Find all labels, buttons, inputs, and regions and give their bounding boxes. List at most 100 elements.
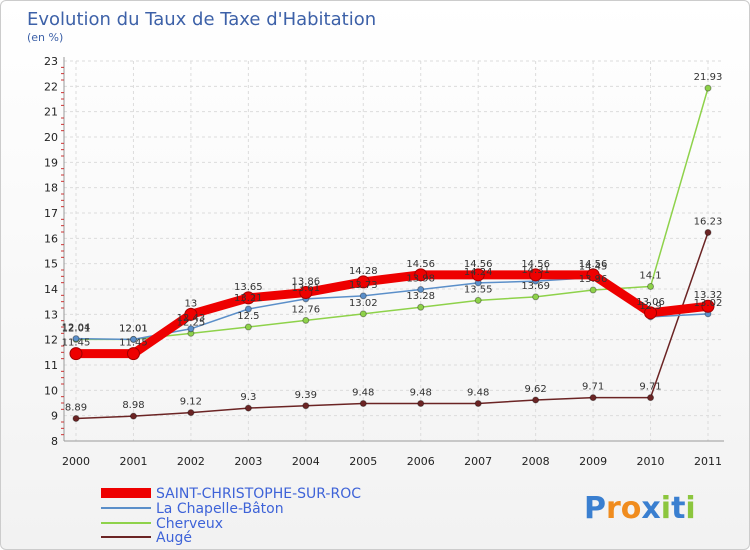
legend: SAINT-CHRISTOPHE-SUR-ROC La Chapelle-Bât… — [101, 486, 361, 546]
y-tick-label: 14 — [44, 283, 58, 296]
data-point — [701, 299, 715, 313]
x-tick-label: 2001 — [119, 455, 147, 468]
y-tick-label: 21 — [44, 106, 58, 119]
data-label: 14.56 — [579, 259, 608, 270]
x-tick-label: 2003 — [234, 455, 262, 468]
data-label: 9.62 — [525, 384, 547, 395]
data-label: 13.96 — [579, 274, 608, 285]
data-point — [417, 286, 425, 294]
data-point — [302, 402, 310, 410]
data-point — [589, 394, 597, 402]
grid — [64, 60, 724, 442]
data-label: 13.28 — [406, 291, 435, 302]
data-point — [302, 316, 310, 324]
data-label: 14.28 — [349, 266, 378, 277]
data-point — [532, 396, 540, 404]
logo-letter: o — [621, 491, 642, 526]
data-label: 13.73 — [349, 280, 378, 291]
x-tick-label: 2006 — [407, 455, 435, 468]
series-line-3 — [75, 231, 709, 420]
y-tick-label: 17 — [44, 207, 58, 220]
data-point — [417, 400, 425, 408]
data-label: 12.01 — [62, 323, 91, 334]
data-label: 12.04 — [62, 323, 91, 334]
data-label: 13.98 — [406, 274, 435, 285]
data-label: 14.24 — [464, 267, 493, 278]
data-point — [129, 335, 137, 343]
data-label: 16.23 — [694, 217, 723, 228]
logo-letter: t — [671, 491, 685, 526]
data-point — [69, 347, 83, 361]
data-point — [129, 412, 137, 420]
data-label: 13.55 — [464, 284, 493, 295]
data-point — [532, 293, 540, 301]
data-label: 13.02 — [694, 298, 723, 309]
data-label: 12.76 — [291, 304, 320, 315]
y-tick-label: 9 — [51, 410, 58, 423]
y-tick-label: 12 — [44, 334, 58, 347]
y-tick-label: 19 — [44, 156, 58, 169]
data-point — [72, 414, 80, 422]
x-tick-label: 2011 — [694, 455, 722, 468]
data-point — [647, 282, 655, 290]
data-label: 14.56 — [521, 259, 550, 270]
data-point — [244, 323, 252, 331]
data-label: 8.89 — [65, 402, 87, 413]
data-label: 11.45 — [119, 338, 148, 349]
series-lines — [69, 84, 715, 422]
y-axis-ticks: 8 9 10 11 12 13 14 15 16 17 18 19 20 21 22 23 — [44, 55, 64, 448]
data-point — [187, 325, 195, 333]
axes — [63, 57, 724, 442]
chart-title: Evolution du Taux de Taxe d'Habitation — [27, 9, 376, 30]
data-label: 14.56 — [406, 259, 435, 270]
data-label: 13.02 — [349, 298, 378, 309]
y-tick-label: 15 — [44, 258, 58, 271]
data-point — [704, 229, 712, 237]
data-point — [359, 292, 367, 300]
legend-swatch-saint-christophe — [101, 488, 151, 498]
data-point — [299, 286, 313, 300]
data-point — [414, 268, 428, 282]
data-point — [474, 400, 482, 408]
data-point — [356, 275, 370, 289]
legend-item-saint-christophe: SAINT-CHRISTOPHE-SUR-ROC — [156, 486, 361, 502]
legend-item-cherveux: Cherveux — [156, 516, 223, 532]
data-label: 21.93 — [694, 72, 723, 83]
series-line-2 — [75, 87, 709, 341]
data-label: 13.69 — [521, 281, 550, 292]
data-point — [704, 84, 712, 92]
data-label: 9.39 — [295, 390, 317, 401]
data-point — [244, 404, 252, 412]
y-tick-label: 10 — [44, 384, 58, 397]
data-label: 14.31 — [521, 265, 550, 276]
data-label: 12.25 — [177, 317, 206, 328]
data-label: 9.12 — [180, 397, 202, 408]
x-tick-label: 2005 — [349, 455, 377, 468]
data-label: 9.71 — [639, 382, 661, 393]
logo-letter: r — [606, 491, 621, 526]
x-tick-label: 2000 — [62, 455, 90, 468]
y-tick-label: 20 — [44, 131, 58, 144]
legend-swatch-la-chapelle-baton — [101, 507, 151, 509]
data-label: 13.06 — [636, 297, 665, 308]
data-label: 13 — [185, 298, 198, 309]
x-tick-label: 2007 — [464, 455, 492, 468]
data-point — [644, 306, 658, 320]
data-label: 9.48 — [467, 388, 489, 399]
x-tick-label: 2008 — [522, 455, 550, 468]
data-point — [187, 409, 195, 417]
data-point — [126, 347, 140, 361]
chart-subtitle: (en %) — [27, 31, 63, 44]
data-label: 14.1 — [639, 270, 661, 281]
data-label: 12.01 — [119, 323, 148, 334]
y-tick-label: 11 — [44, 359, 58, 372]
data-label: 14.56 — [464, 259, 493, 270]
data-label: 12.43 — [177, 313, 206, 324]
data-point — [359, 400, 367, 408]
y-tick-label: 13 — [44, 308, 58, 321]
data-label: 9.48 — [410, 388, 432, 399]
x-tick-label: 2010 — [637, 455, 665, 468]
